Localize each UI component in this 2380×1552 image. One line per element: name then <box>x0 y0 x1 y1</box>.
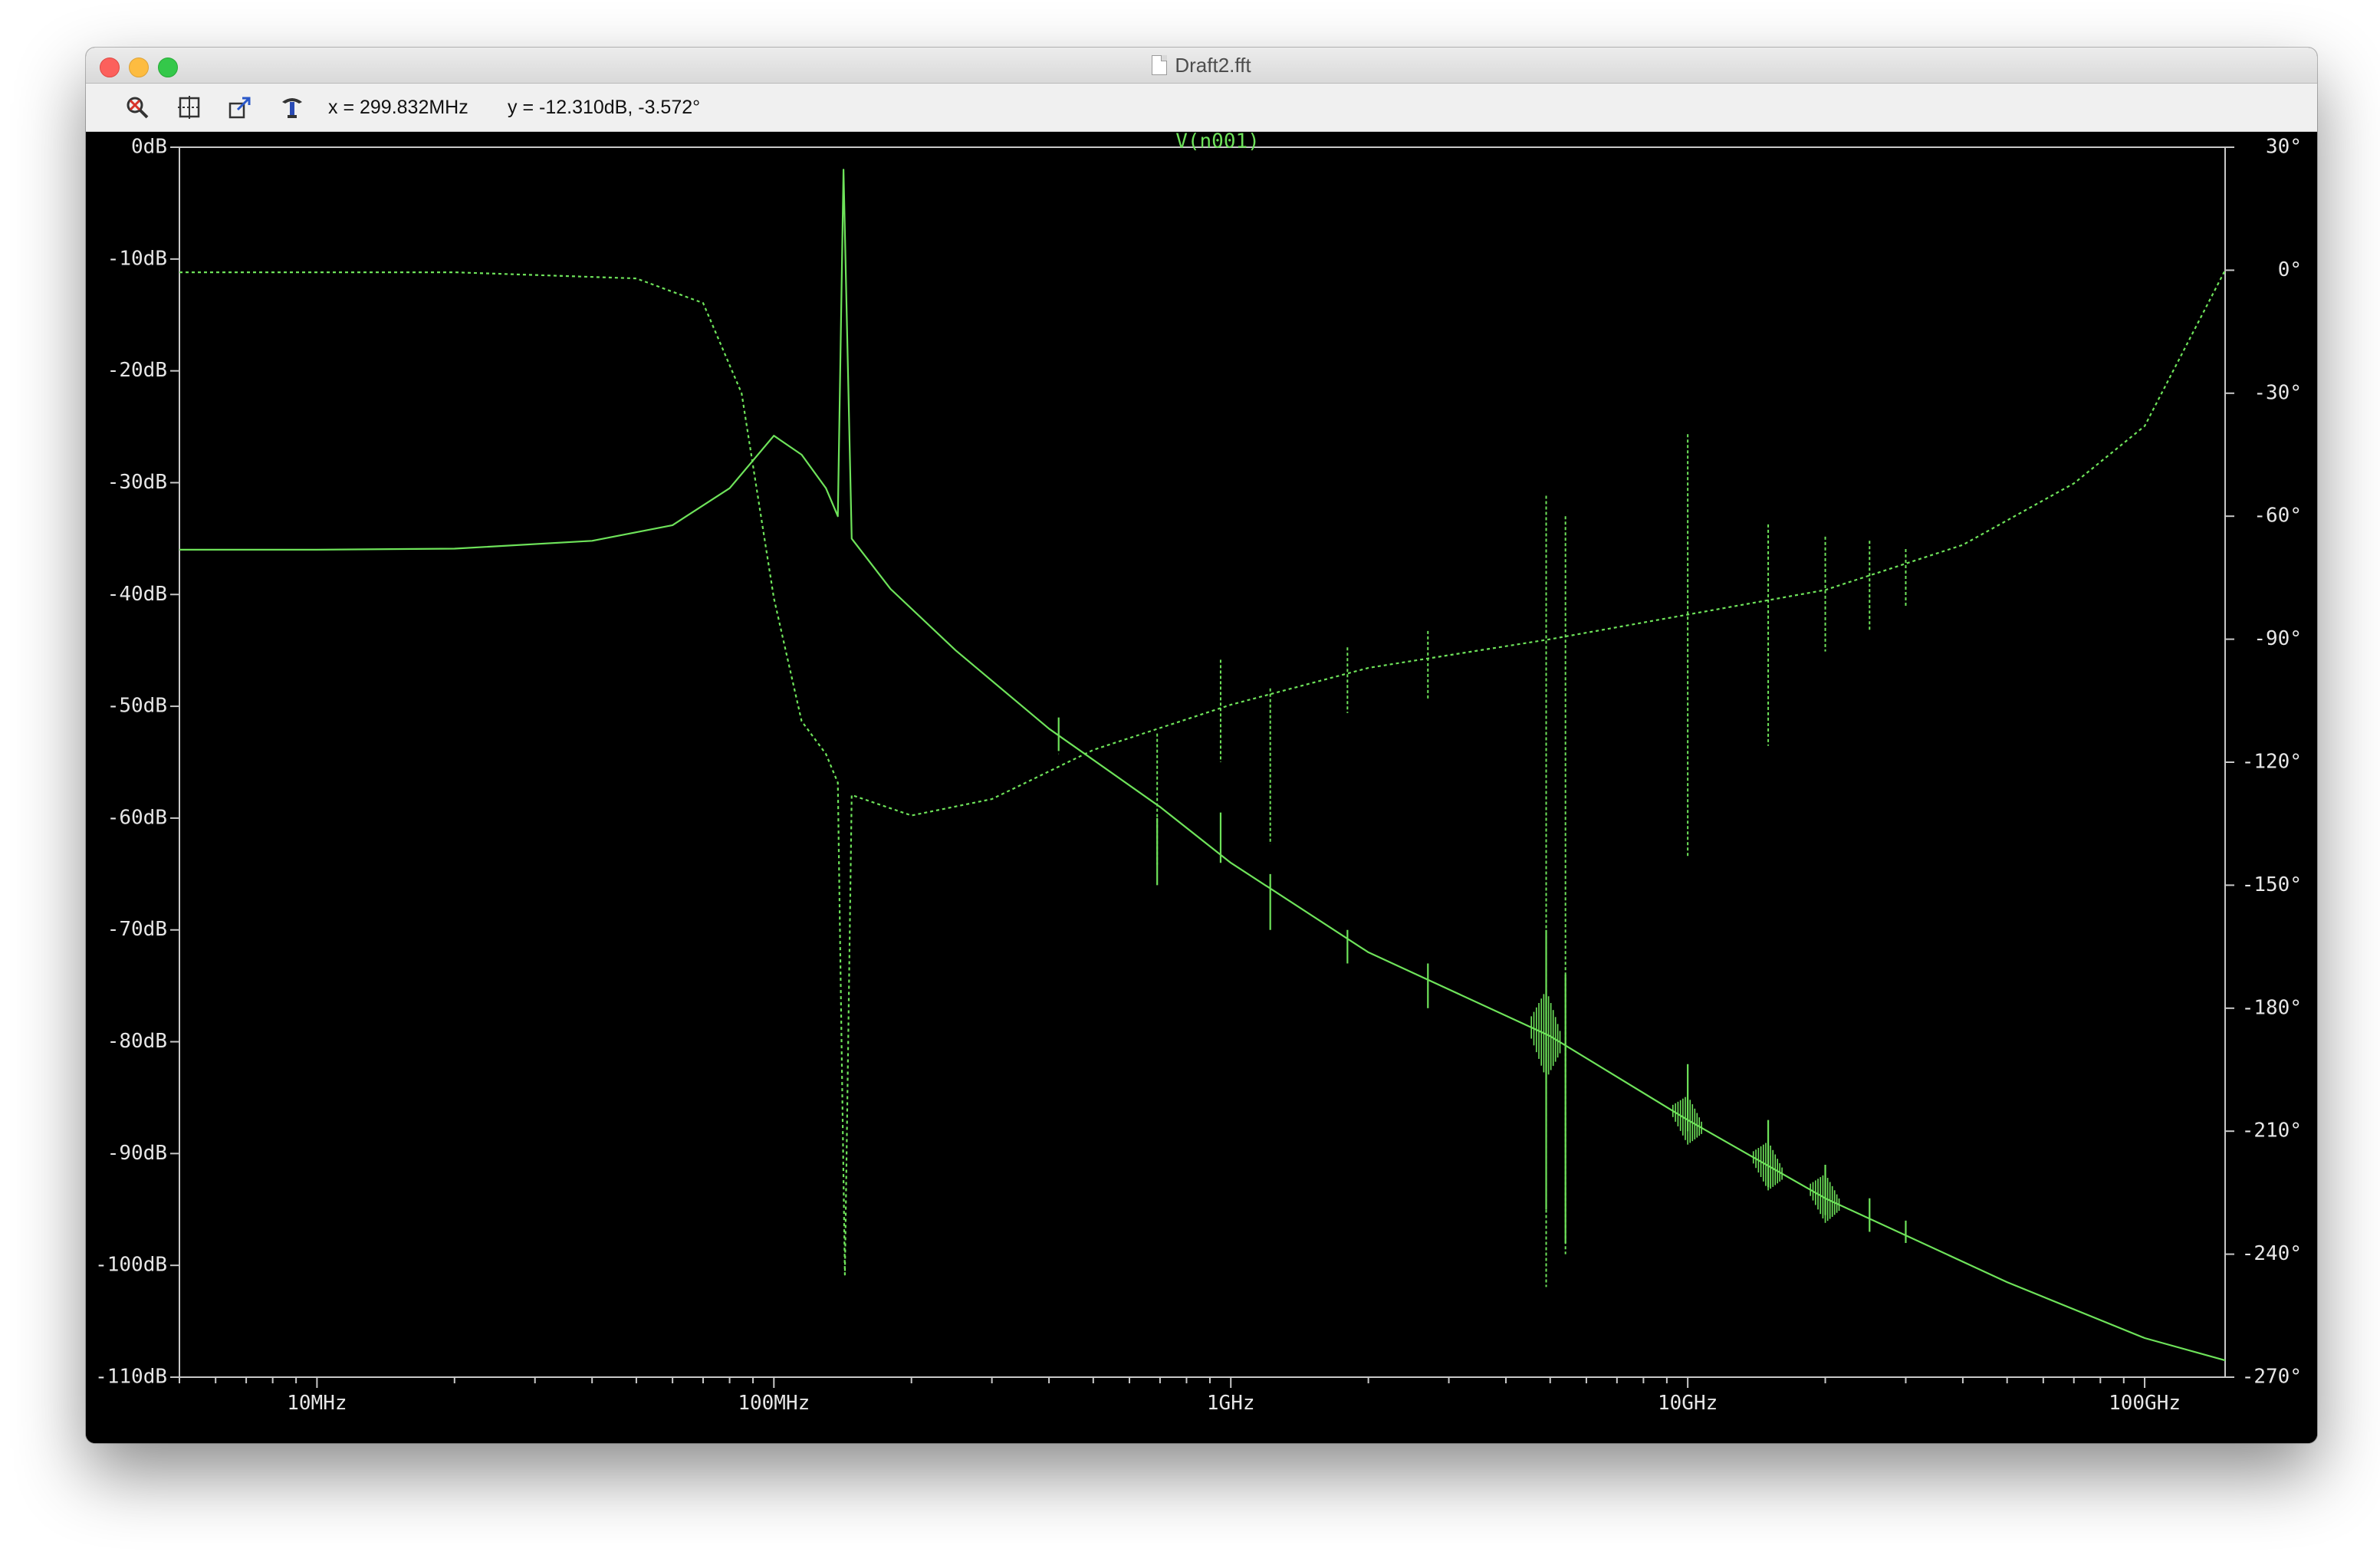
magnitude-trace <box>179 169 2226 1362</box>
left-y-tick-label: -30dB <box>107 471 167 494</box>
right-y-tick-label: 30° <box>2266 136 2302 159</box>
document-icon <box>1152 55 1168 75</box>
right-y-tick-label: -60° <box>2253 505 2302 528</box>
phase-trace <box>179 269 2226 1276</box>
plot-area[interactable]: V(n001) 0dB -10dB -20dB -30dB -40dB -50dB -60dB… <box>86 132 2317 1443</box>
left-y-tick-label: -110dB <box>95 1366 167 1389</box>
zoom-cancel-button[interactable] <box>124 94 150 120</box>
right-y-tick-label: -270° <box>2242 1366 2302 1389</box>
window-title-group: Draft2.fft <box>86 48 2317 83</box>
left-y-tick-label: 0dB <box>131 136 167 159</box>
left-y-tick-label: -70dB <box>107 918 167 941</box>
left-y-tick-label: -20dB <box>107 359 167 382</box>
left-y-tick-label: -40dB <box>107 583 167 606</box>
left-y-tick-label: -90dB <box>107 1142 167 1165</box>
pan-undo-button[interactable] <box>227 94 253 120</box>
right-y-tick-label: -150° <box>2242 873 2302 896</box>
pan-undo-icon <box>228 97 251 119</box>
left-y-tick-label: -10dB <box>107 247 167 270</box>
right-y-tick-label: -210° <box>2242 1120 2302 1143</box>
right-y-tick-label: -180° <box>2242 996 2302 1019</box>
zoom-cancel-icon <box>127 97 149 119</box>
bode-plot[interactable]: V(n001) 0dB -10dB -20dB -30dB -40dB -50dB -60dB… <box>86 132 2317 1443</box>
right-y-tick-label: 0° <box>2278 258 2302 281</box>
y-cursor-readout: y = -12.310dB, -3.572° <box>508 97 701 118</box>
x-tick-label: 10MHz <box>287 1392 347 1415</box>
left-y-tick-label: -100dB <box>95 1254 167 1277</box>
right-y-tick-label: -90° <box>2253 627 2302 650</box>
x-tick-label: 100GHz <box>2109 1392 2181 1415</box>
cursor-probe-icon <box>282 98 302 118</box>
zoom-extents-button[interactable] <box>176 94 202 120</box>
app-window: Draft2.fft <box>86 48 2317 1443</box>
close-window-button[interactable] <box>100 58 120 77</box>
zoom-extents-icon <box>178 96 201 119</box>
window-title: Draft2.fft <box>1175 53 1251 77</box>
cursor-probe-button[interactable] <box>279 94 305 120</box>
left-y-tick-label: -80dB <box>107 1030 167 1053</box>
zoom-window-button[interactable] <box>158 58 178 77</box>
left-y-tick-label: -50dB <box>107 695 167 718</box>
x-tick-label: 100MHz <box>738 1392 810 1415</box>
right-y-tick-label: -240° <box>2242 1242 2302 1265</box>
right-y-tick-label: -120° <box>2242 751 2302 774</box>
x-tick-label: 1GHz <box>1207 1392 1255 1415</box>
toolbar: x = 299.832MHz y = -12.310dB, -3.572° <box>86 84 2317 132</box>
plot-frame <box>179 146 2226 1378</box>
minimize-window-button[interactable] <box>129 58 149 77</box>
chart-title: V(n001) <box>1175 132 1260 153</box>
x-tick-label: 10GHz <box>1658 1392 1718 1415</box>
x-cursor-readout: x = 299.832MHz <box>328 97 468 118</box>
right-y-tick-label: -30° <box>2253 381 2302 404</box>
title-bar[interactable]: Draft2.fft <box>86 48 2317 84</box>
left-y-tick-label: -60dB <box>107 806 167 829</box>
